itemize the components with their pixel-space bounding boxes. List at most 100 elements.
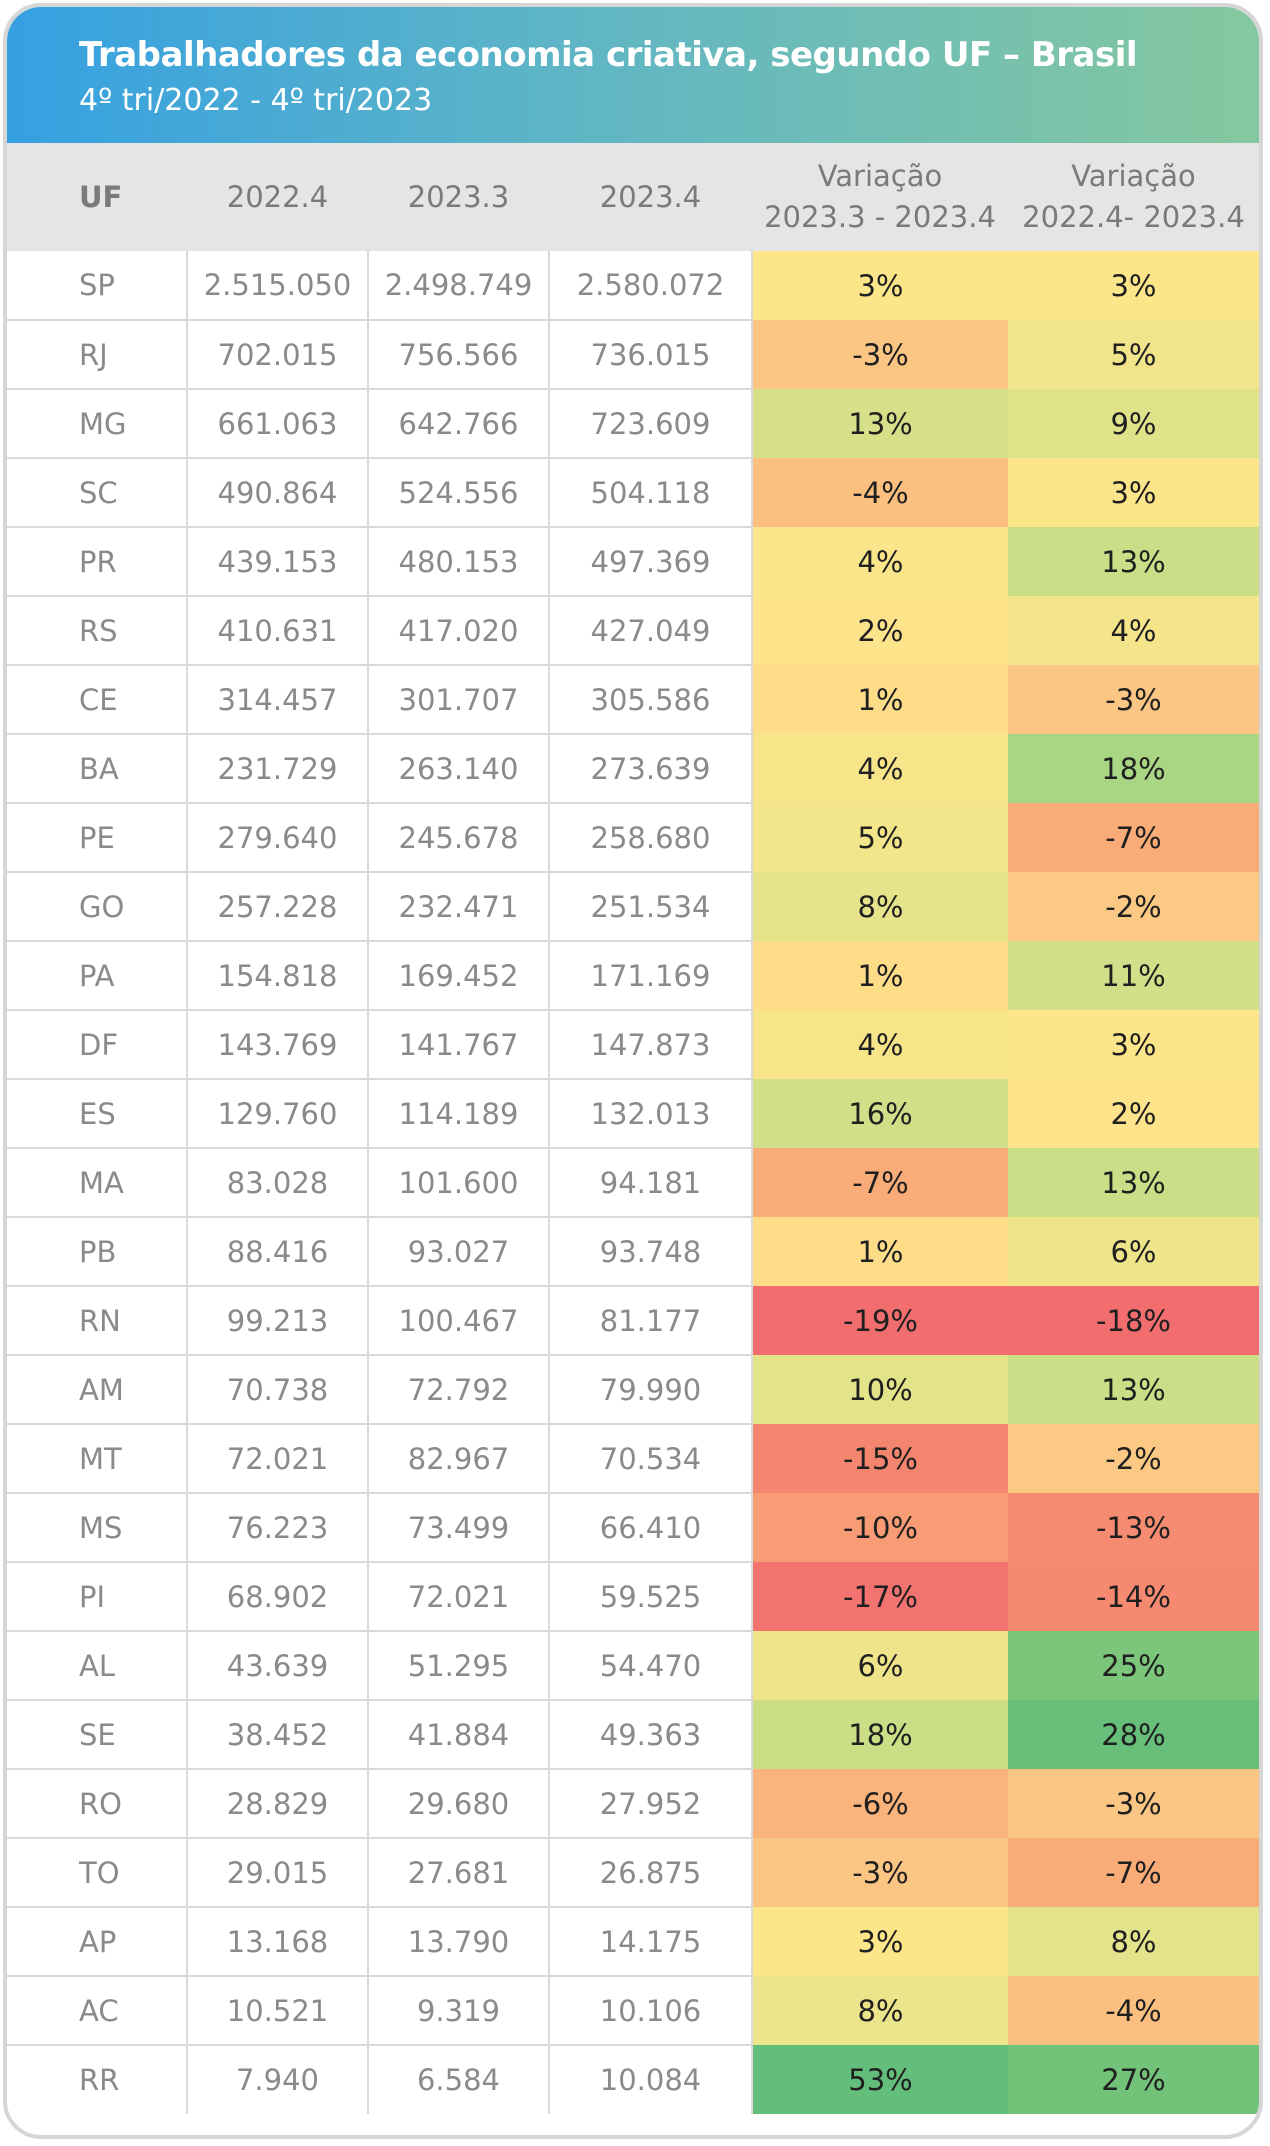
table-row: CE 314.457 301.707 305.586 1% -3% bbox=[7, 665, 1259, 735]
cell-uf: SE bbox=[7, 1700, 188, 1770]
cell-2023-4: 26.875 bbox=[549, 1838, 753, 1908]
cell-variation-year: -3% bbox=[1008, 665, 1259, 734]
cell-2022-4: 43.639 bbox=[187, 1631, 369, 1701]
cell-2023-4: 497.369 bbox=[549, 527, 753, 597]
cell-2023-4: 10.084 bbox=[549, 2045, 753, 2114]
cell-2022-4: 70.738 bbox=[187, 1355, 369, 1425]
cell-variation-year: -4% bbox=[1008, 1976, 1259, 2045]
cell-2022-4: 29.015 bbox=[187, 1838, 369, 1908]
cell-2022-4: 231.729 bbox=[187, 734, 369, 804]
column-header-variation-quarter: Variação 2023.3 - 2023.4 bbox=[752, 143, 1008, 251]
data-table: UF 2022.4 2023.3 2023.4 Variação 2023.3 … bbox=[7, 143, 1259, 2114]
cell-variation-year: -2% bbox=[1008, 1424, 1259, 1493]
cell-2023-4: 70.534 bbox=[549, 1424, 753, 1494]
table-row: BA 231.729 263.140 273.639 4% 18% bbox=[7, 734, 1259, 804]
table-row: MG 661.063 642.766 723.609 13% 9% bbox=[7, 389, 1259, 459]
table-row: SC 490.864 524.556 504.118 -4% 3% bbox=[7, 458, 1259, 528]
cell-uf: AP bbox=[7, 1907, 188, 1977]
cell-variation-quarter: 16% bbox=[752, 1079, 1008, 1148]
cell-2023-3: 141.767 bbox=[368, 1010, 550, 1080]
cell-uf: TO bbox=[7, 1838, 188, 1908]
cell-variation-quarter: 4% bbox=[752, 527, 1008, 596]
table-row: PE 279.640 245.678 258.680 5% -7% bbox=[7, 803, 1259, 873]
cell-uf: MS bbox=[7, 1493, 188, 1563]
cell-uf: GO bbox=[7, 872, 188, 942]
cell-variation-year: -14% bbox=[1008, 1562, 1259, 1631]
cell-2023-3: 93.027 bbox=[368, 1217, 550, 1287]
cell-variation-quarter: 6% bbox=[752, 1631, 1008, 1700]
table-row: MT 72.021 82.967 70.534 -15% -2% bbox=[7, 1424, 1259, 1494]
cell-uf: PR bbox=[7, 527, 188, 597]
cell-2023-4: 305.586 bbox=[549, 665, 753, 735]
cell-2022-4: 702.015 bbox=[187, 320, 369, 390]
cell-variation-year: 25% bbox=[1008, 1631, 1259, 1700]
header-row: UF 2022.4 2023.3 2023.4 Variação 2023.3 … bbox=[7, 143, 1259, 251]
table-row: TO 29.015 27.681 26.875 -3% -7% bbox=[7, 1838, 1259, 1908]
cell-variation-year: 5% bbox=[1008, 320, 1259, 389]
table-card: Trabalhadores da economia criativa, segu… bbox=[3, 3, 1263, 2139]
table-row: SP 2.515.050 2.498.749 2.580.072 3% 3% bbox=[7, 251, 1259, 321]
cell-2023-3: 480.153 bbox=[368, 527, 550, 597]
cell-uf: RN bbox=[7, 1286, 188, 1356]
cell-variation-year: -13% bbox=[1008, 1493, 1259, 1562]
cell-2023-3: 2.498.749 bbox=[368, 251, 550, 321]
cell-variation-year: 3% bbox=[1008, 251, 1259, 320]
cell-variation-quarter: -3% bbox=[752, 320, 1008, 389]
cell-2022-4: 257.228 bbox=[187, 872, 369, 942]
cell-2023-4: 10.106 bbox=[549, 1976, 753, 2046]
cell-2023-3: 27.681 bbox=[368, 1838, 550, 1908]
cell-uf: AC bbox=[7, 1976, 188, 2046]
cell-uf: AM bbox=[7, 1355, 188, 1425]
column-header-2023-4: 2023.4 bbox=[549, 143, 752, 251]
cell-uf: CE bbox=[7, 665, 188, 735]
cell-variation-quarter: 53% bbox=[752, 2045, 1008, 2114]
cell-variation-quarter: -17% bbox=[752, 1562, 1008, 1631]
cell-uf: SC bbox=[7, 458, 188, 528]
cell-2023-3: 169.452 bbox=[368, 941, 550, 1011]
cell-2023-3: 6.584 bbox=[368, 2045, 550, 2114]
table-row: DF 143.769 141.767 147.873 4% 3% bbox=[7, 1010, 1259, 1080]
cell-variation-year: 13% bbox=[1008, 1355, 1259, 1424]
cell-variation-quarter: -4% bbox=[752, 458, 1008, 527]
column-header-variation-year: Variação 2022.4- 2023.4 bbox=[1008, 143, 1259, 251]
cell-2023-3: 72.021 bbox=[368, 1562, 550, 1632]
table-row: RN 99.213 100.467 81.177 -19% -18% bbox=[7, 1286, 1259, 1356]
table-row: AM 70.738 72.792 79.990 10% 13% bbox=[7, 1355, 1259, 1425]
cell-2023-4: 132.013 bbox=[549, 1079, 753, 1149]
cell-2022-4: 661.063 bbox=[187, 389, 369, 459]
cell-variation-year: 13% bbox=[1008, 1148, 1259, 1217]
cell-variation-quarter: 10% bbox=[752, 1355, 1008, 1424]
table-row: MA 83.028 101.600 94.181 -7% 13% bbox=[7, 1148, 1259, 1218]
table-row: RO 28.829 29.680 27.952 -6% -3% bbox=[7, 1769, 1259, 1839]
cell-variation-quarter: -19% bbox=[752, 1286, 1008, 1355]
cell-variation-quarter: -7% bbox=[752, 1148, 1008, 1217]
cell-variation-year: 8% bbox=[1008, 1907, 1259, 1976]
cell-variation-quarter: 3% bbox=[752, 1907, 1008, 1976]
cell-2023-3: 417.020 bbox=[368, 596, 550, 666]
cell-2022-4: 13.168 bbox=[187, 1907, 369, 1977]
cell-2023-3: 41.884 bbox=[368, 1700, 550, 1770]
cell-variation-quarter: 2% bbox=[752, 596, 1008, 665]
cell-2023-4: 94.181 bbox=[549, 1148, 753, 1218]
cell-2022-4: 10.521 bbox=[187, 1976, 369, 2046]
cell-variation-year: 27% bbox=[1008, 2045, 1259, 2114]
cell-2023-3: 263.140 bbox=[368, 734, 550, 804]
page-subtitle: 4º tri/2022 - 4º tri/2023 bbox=[79, 83, 433, 118]
cell-2022-4: 279.640 bbox=[187, 803, 369, 873]
cell-variation-quarter: -15% bbox=[752, 1424, 1008, 1493]
table-row: AP 13.168 13.790 14.175 3% 8% bbox=[7, 1907, 1259, 1977]
cell-2023-4: 66.410 bbox=[549, 1493, 753, 1563]
column-header-2022-4: 2022.4 bbox=[187, 143, 368, 251]
cell-uf: PI bbox=[7, 1562, 188, 1632]
cell-variation-quarter: 5% bbox=[752, 803, 1008, 872]
cell-2023-4: 59.525 bbox=[549, 1562, 753, 1632]
cell-variation-quarter: 1% bbox=[752, 665, 1008, 734]
cell-2022-4: 88.416 bbox=[187, 1217, 369, 1287]
cell-uf: SP bbox=[7, 251, 188, 321]
cell-uf: PA bbox=[7, 941, 188, 1011]
cell-2023-3: 642.766 bbox=[368, 389, 550, 459]
cell-variation-year: 28% bbox=[1008, 1700, 1259, 1769]
cell-2023-4: 504.118 bbox=[549, 458, 753, 528]
table-row: PA 154.818 169.452 171.169 1% 11% bbox=[7, 941, 1259, 1011]
table-row: AL 43.639 51.295 54.470 6% 25% bbox=[7, 1631, 1259, 1701]
